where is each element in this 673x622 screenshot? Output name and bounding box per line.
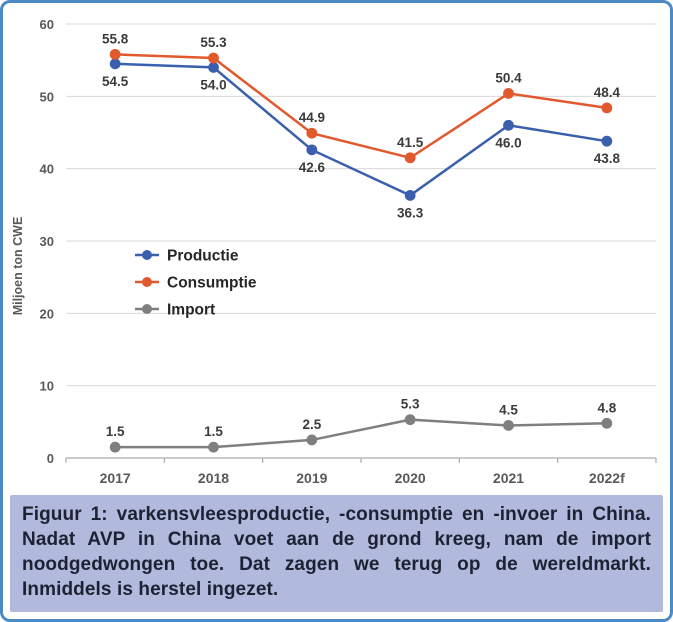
figure-caption: Figuur 1: varkensvleesproductie, -consum…	[10, 495, 663, 612]
svg-text:40: 40	[40, 162, 54, 177]
data-point	[503, 420, 514, 431]
data-label: 55.8	[102, 31, 129, 46]
gridlines	[66, 23, 656, 387]
legend-item-productie: Productie	[135, 248, 239, 265]
y-axis-title: Miljoen ton CWE	[11, 217, 25, 316]
line-chart: 0 10 20 30 40 50 60 2017 2018 2019 2020 2021 2022f Mi…	[10, 8, 663, 492]
data-point	[109, 441, 121, 453]
data-point	[109, 48, 121, 60]
legend-label: Consumptie	[167, 275, 257, 292]
y-axis-tick-labels: 0 10 20 30 40 50 60	[40, 17, 54, 466]
legend-marker-icon	[142, 250, 152, 260]
data-point	[404, 152, 416, 164]
svg-text:0: 0	[47, 451, 54, 466]
data-point	[503, 88, 514, 99]
data-point	[208, 441, 219, 453]
data-point	[503, 119, 514, 131]
series-line	[115, 418, 607, 449]
x-axis	[65, 457, 657, 463]
data-point	[601, 417, 613, 429]
data-label: 46.0	[495, 135, 521, 150]
data-label: 36.3	[397, 205, 424, 220]
svg-text:2020: 2020	[395, 470, 426, 486]
data-point	[306, 127, 318, 139]
series-consumptie: 55.8 55.3 44.9 41.5 50.4 48.4	[102, 31, 621, 164]
svg-text:2022f: 2022f	[589, 470, 625, 486]
svg-text:60: 60	[40, 17, 54, 32]
data-point	[306, 434, 318, 446]
caption-text: varkensvleesproductie, -consumptie en -i…	[22, 504, 651, 600]
svg-text:2021: 2021	[493, 470, 524, 486]
data-label: 50.4	[495, 70, 522, 85]
svg-text:2017: 2017	[100, 470, 131, 486]
data-label: 43.8	[594, 151, 621, 166]
data-label: 41.5	[397, 135, 424, 150]
svg-text:30: 30	[40, 234, 54, 249]
line-chart-svg: 0 10 20 30 40 50 60 2017 2018 2019 2020 2021 2022f Mi…	[11, 17, 657, 486]
legend-item-import: Import	[135, 302, 215, 319]
data-label: 1.5	[106, 424, 125, 439]
series-line	[115, 62, 608, 197]
svg-text:10: 10	[40, 379, 54, 394]
data-point	[601, 102, 613, 114]
series-import: 1.5 1.5 2.5 5.3 4.5 4.8	[106, 397, 617, 453]
data-label: 44.9	[299, 110, 325, 125]
legend-marker-icon	[142, 304, 152, 314]
data-label: 2.5	[302, 417, 321, 432]
data-point	[208, 52, 219, 64]
data-point	[601, 135, 613, 147]
data-point	[404, 190, 416, 201]
x-axis-tick-labels: 2017 2018 2019 2020 2021 2022f	[100, 470, 625, 486]
series-productie: 54.5 54.0 42.6 36.3 46.0 43.8	[102, 58, 620, 220]
data-label: 4.8	[597, 400, 616, 415]
data-point	[109, 58, 121, 70]
data-label: 54.0	[200, 77, 226, 92]
svg-text:2019: 2019	[296, 470, 327, 486]
legend: Productie Consumptie Import	[135, 248, 257, 319]
data-label: 48.4	[594, 85, 621, 100]
legend-marker-icon	[142, 277, 152, 287]
legend-label: Import	[167, 302, 215, 319]
data-label: 4.5	[499, 402, 518, 417]
data-point	[404, 414, 416, 426]
data-point	[306, 144, 318, 156]
data-label: 42.6	[299, 160, 326, 175]
caption-label: Figuur 1:	[22, 504, 108, 525]
svg-text:2018: 2018	[198, 470, 229, 486]
data-label: 1.5	[204, 424, 223, 439]
data-label: 54.5	[102, 74, 129, 89]
data-point	[208, 62, 219, 73]
data-label: 55.3	[200, 35, 227, 50]
series-line	[115, 53, 608, 160]
data-label: 5.3	[401, 397, 420, 412]
svg-text:20: 20	[40, 306, 54, 321]
svg-text:50: 50	[40, 89, 54, 104]
legend-label: Productie	[167, 248, 239, 265]
legend-item-consumptie: Consumptie	[135, 275, 257, 292]
